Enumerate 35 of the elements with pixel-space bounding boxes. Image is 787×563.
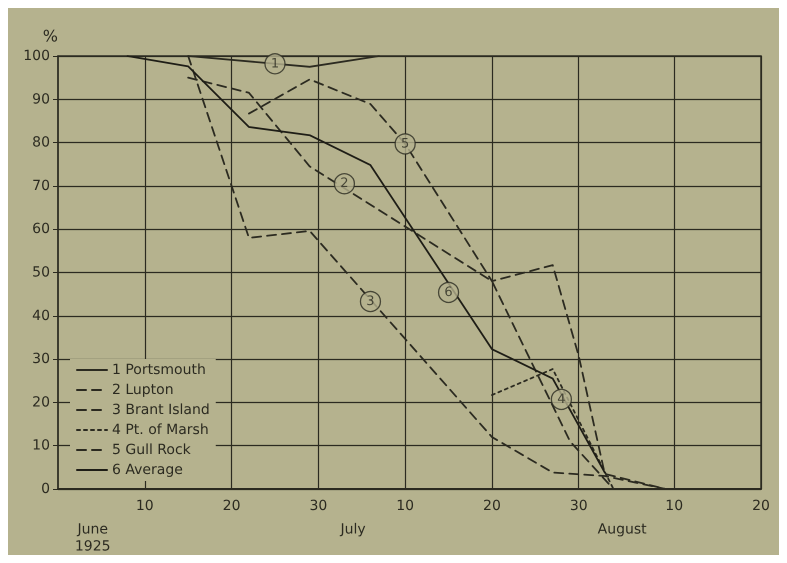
annotation: 1 (270, 56, 280, 72)
y-tick-label: 30 (32, 351, 50, 368)
legend-label: 6 Average (112, 462, 183, 478)
legend-label: 4 Pt. of Marsh (112, 422, 209, 438)
y-tick-label: 90 (32, 91, 50, 108)
y-tick-label: 100 (23, 48, 50, 64)
y-tick-label: 0 (41, 481, 50, 497)
annotation: 2 (340, 176, 349, 192)
x-tick-label: 20 (222, 498, 240, 514)
x-tick-label: 20 (752, 498, 770, 514)
text: July (339, 522, 366, 538)
legend-label: 3 Brant Island (112, 402, 210, 418)
x-tick-label: 20 (483, 498, 501, 514)
annotation: 5 (401, 136, 410, 152)
x-tick-label: 30 (570, 498, 588, 514)
legend-label: 2 Lupton (112, 382, 174, 398)
x-tick-label: 30 (309, 498, 328, 514)
x-tick-label: 10 (665, 498, 684, 514)
x-tick-label: 10 (396, 498, 414, 514)
y-tick-label: 20 (32, 394, 50, 410)
y-tick-label: 40 (32, 308, 50, 324)
y-tick-label: 10 (32, 438, 50, 454)
y-tick-label: 60 (32, 221, 50, 238)
y-axis-title: % (42, 26, 58, 46)
y-tick-label: 80 (32, 134, 50, 151)
x-tick-label: 10 (136, 498, 154, 514)
text: August (598, 522, 648, 538)
legend-label: 5 Gull Rock (112, 442, 192, 458)
annotation: 6 (444, 284, 453, 300)
text: June 1925 (74, 522, 111, 554)
y-tick-label: 70 (32, 178, 50, 194)
annotation: 3 (366, 294, 375, 310)
annotation: 4 (557, 392, 566, 407)
y-tick-label: 50 (32, 264, 50, 280)
legend-label: 1 Portsmouth (112, 362, 206, 378)
